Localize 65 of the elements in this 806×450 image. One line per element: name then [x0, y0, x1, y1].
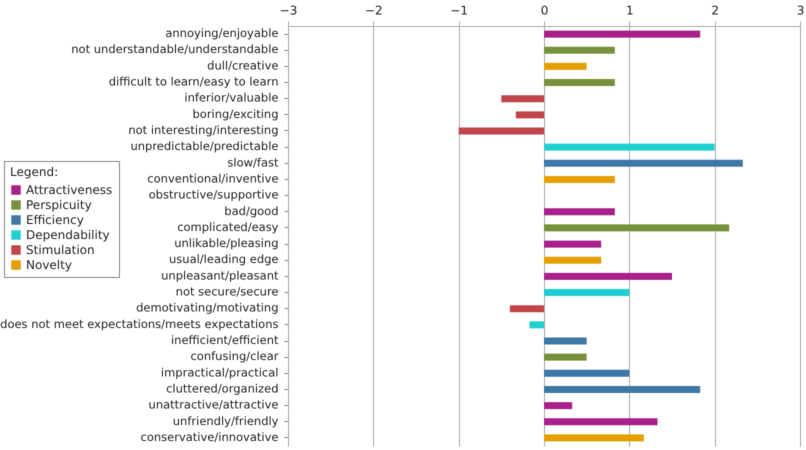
legend-label: Attractiveness: [26, 183, 112, 197]
y-tick-label: not secure/secure: [176, 284, 278, 299]
x-tick-label: 0: [540, 4, 548, 18]
bar: [544, 46, 615, 54]
y-tick-label: does not meet expectations/meets expectations: [0, 316, 278, 331]
bar: [544, 160, 743, 167]
legend-label: Dependability: [26, 228, 110, 242]
y-tick-label: unpleasant/pleasant: [161, 268, 279, 282]
bar: [544, 256, 602, 264]
bar: [458, 128, 544, 134]
legend-title: Legend:: [10, 165, 58, 179]
y-tick-label: boring/exciting: [192, 106, 278, 121]
x-tick-label: −1: [450, 4, 468, 18]
legend-label: Perspicuity: [26, 198, 92, 212]
bar: [544, 338, 587, 344]
bar: [544, 272, 672, 280]
bar: [544, 240, 602, 248]
y-tick-label: annoying/enjoyable: [165, 26, 278, 40]
y-tick-label: demotivating/motivating: [136, 300, 278, 315]
y-tick-label: impractical/practical: [160, 365, 278, 380]
x-tick-label: −3: [280, 4, 298, 18]
bar: [544, 370, 630, 377]
bar: [529, 321, 544, 328]
y-tick-label: conventional/inventive: [147, 171, 278, 186]
y-tick-label: slow/fast: [227, 155, 279, 170]
x-tick-label: 3: [796, 4, 804, 18]
y-tick-label: conservative/innovative: [140, 430, 278, 444]
bar: [544, 79, 615, 86]
y-tick-label: complicated/easy: [177, 220, 279, 234]
y-tick-label: unlikable/pleasing: [174, 236, 278, 250]
bar: [544, 402, 572, 410]
bar: [544, 30, 700, 38]
y-tick-label: not understandable/understandable: [71, 42, 278, 56]
y-tick-label: unpredictable/predictable: [130, 139, 278, 154]
legend-label: Stimulation: [26, 243, 95, 257]
bar: [544, 418, 658, 426]
y-tick-label: unfriendly/friendly: [172, 414, 279, 428]
y-tick-label: confusing/clear: [190, 349, 279, 364]
bar: [501, 95, 544, 102]
y-tick-label: unattractive/attractive: [148, 398, 278, 412]
legend-label: Novelty: [26, 258, 72, 272]
bar: [544, 224, 730, 232]
y-tick-label: obstructive/supportive: [148, 188, 278, 202]
bar: [544, 289, 630, 296]
bar: [544, 62, 587, 70]
x-tick-label: 1: [626, 4, 634, 18]
bar: [544, 176, 615, 183]
bar: [544, 144, 715, 151]
y-tick-label: difficult to learn/easy to learn: [108, 74, 278, 89]
bar: [516, 111, 544, 118]
x-tick-label: −2: [364, 4, 383, 18]
bar: [544, 354, 587, 361]
bar: [544, 208, 615, 216]
y-tick-label: dull/creative: [207, 58, 278, 72]
y-tick-label: not interesting/interesting: [128, 123, 278, 137]
bar: [544, 386, 700, 393]
x-tick-label: 2: [711, 4, 719, 18]
legend-label: Efficiency: [26, 213, 84, 227]
bar: [510, 305, 544, 312]
y-tick-label: inferior/valuable: [184, 90, 278, 105]
y-tick-label: usual/leading edge: [169, 252, 278, 266]
y-tick-label: cluttered/organized: [166, 381, 278, 396]
y-tick-label: inefficient/efficient: [170, 333, 279, 347]
y-tick-label: bad/good: [224, 204, 278, 218]
bar: [544, 434, 644, 442]
